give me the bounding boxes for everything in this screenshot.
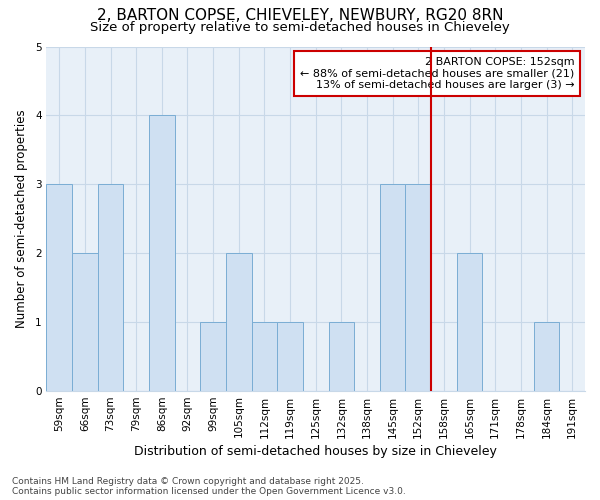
Bar [457,253,482,390]
Y-axis label: Number of semi-detached properties: Number of semi-detached properties [15,109,28,328]
Bar [226,253,251,390]
Text: Size of property relative to semi-detached houses in Chieveley: Size of property relative to semi-detach… [90,21,510,34]
Bar [72,253,98,390]
Bar [200,322,226,390]
Bar [329,322,354,390]
Bar [98,184,124,390]
Text: 2, BARTON COPSE, CHIEVELEY, NEWBURY, RG20 8RN: 2, BARTON COPSE, CHIEVELEY, NEWBURY, RG2… [97,8,503,22]
X-axis label: Distribution of semi-detached houses by size in Chieveley: Distribution of semi-detached houses by … [134,444,497,458]
Bar [149,116,175,390]
Bar [406,184,431,390]
Bar [380,184,406,390]
Bar [534,322,559,390]
Bar [277,322,303,390]
Text: Contains HM Land Registry data © Crown copyright and database right 2025.
Contai: Contains HM Land Registry data © Crown c… [12,476,406,496]
Bar [251,322,277,390]
Text: 2 BARTON COPSE: 152sqm
← 88% of semi-detached houses are smaller (21)
13% of sem: 2 BARTON COPSE: 152sqm ← 88% of semi-det… [300,57,574,90]
Bar [46,184,72,390]
